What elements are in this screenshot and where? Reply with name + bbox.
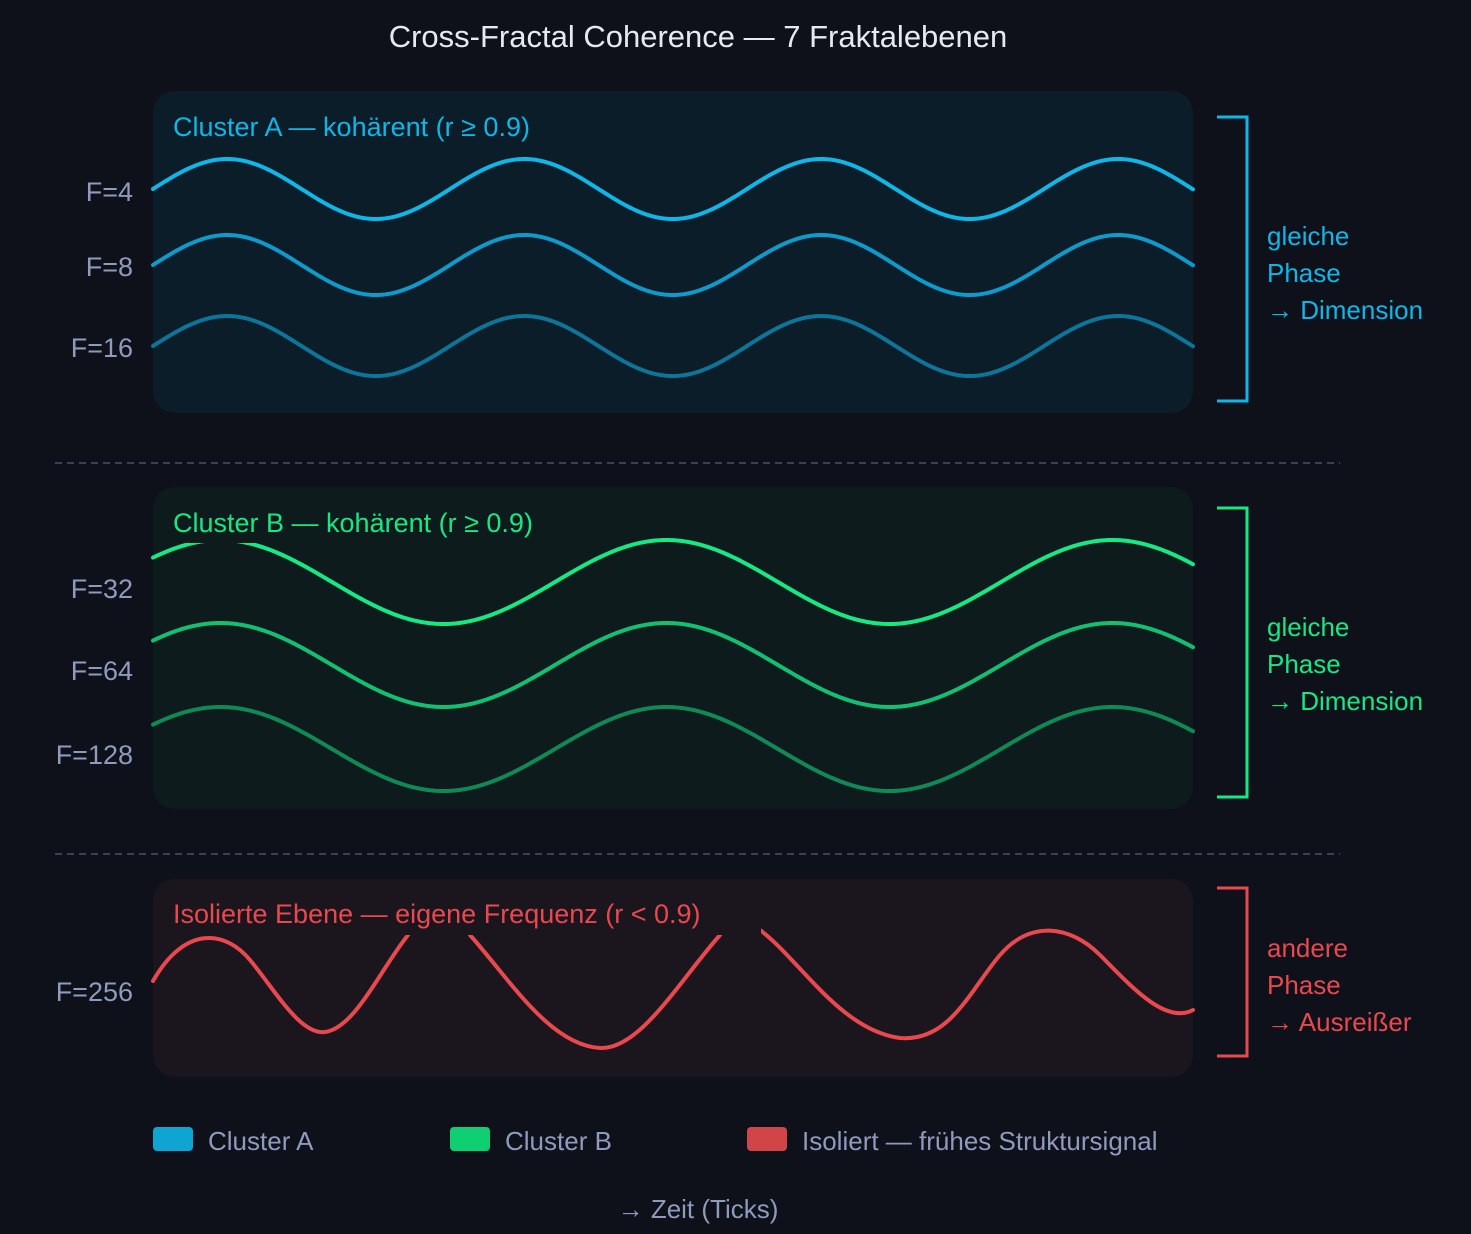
wave-label-f256: F=256 bbox=[56, 977, 133, 1007]
x-axis-label: → Zeit (Ticks) bbox=[618, 1194, 779, 1224]
cluster-b-waves bbox=[151, 537, 1195, 794]
annotation-line: gleiche bbox=[1267, 612, 1349, 642]
wave-labels: F=4 F=8 F=16 F=32 F=64 F=128 F=256 bbox=[56, 177, 133, 1007]
annotation-line: gleiche bbox=[1267, 221, 1349, 251]
legend-label-isolated: Isoliert — frühes Struktursignal bbox=[802, 1126, 1157, 1156]
isolated-bracket bbox=[1217, 886, 1249, 1058]
annotation-line: Phase bbox=[1267, 970, 1341, 1000]
annotation-line: andere bbox=[1267, 933, 1348, 963]
diagram-title: Cross-Fractal Coherence — 7 Fraktalebene… bbox=[389, 19, 1008, 54]
legend-swatch-cluster-b bbox=[450, 1127, 490, 1151]
annotation-line: → Ausreißer bbox=[1267, 1007, 1412, 1037]
wave-label-f16: F=16 bbox=[71, 333, 133, 363]
legend-label-cluster-b: Cluster B bbox=[505, 1126, 612, 1156]
cluster-b-title: Cluster B — kohärent (r ≥ 0.9) bbox=[173, 508, 533, 538]
cluster-b-annotation: gleiche Phase → Dimension bbox=[1267, 612, 1423, 716]
title-mask bbox=[165, 103, 577, 147]
cluster-b-bracket bbox=[1217, 506, 1249, 799]
isolated-title: Isolierte Ebene — eigene Frequenz (r < 0… bbox=[173, 899, 701, 929]
wave-f64 bbox=[151, 620, 1195, 710]
cluster-a-waves bbox=[151, 156, 1195, 379]
cluster-a-annotation: gleiche Phase → Dimension bbox=[1267, 221, 1423, 325]
wave-label-f64: F=64 bbox=[71, 656, 133, 686]
legend-swatch-isolated bbox=[747, 1127, 787, 1151]
annotation-line: → Dimension bbox=[1267, 295, 1423, 325]
wave-label-f32: F=32 bbox=[71, 574, 133, 604]
wave-f32 bbox=[151, 537, 1195, 627]
cluster-a-bracket bbox=[1217, 115, 1249, 403]
annotation-line: → Dimension bbox=[1267, 686, 1423, 716]
cluster-a-panel bbox=[153, 91, 1193, 413]
wave-label-f128: F=128 bbox=[56, 740, 133, 770]
legend-label-cluster-a: Cluster A bbox=[208, 1126, 314, 1156]
cluster-b-panel bbox=[153, 487, 1193, 809]
legend-swatch-cluster-a bbox=[153, 1127, 193, 1151]
wave-label-f8: F=8 bbox=[86, 252, 133, 282]
wave-f16 bbox=[151, 313, 1195, 379]
wave-f8 bbox=[151, 232, 1195, 298]
legend: Cluster A Cluster B Isoliert — frühes St… bbox=[153, 1126, 1157, 1156]
wave-f128 bbox=[151, 704, 1195, 794]
isolated-annotation: andere Phase → Ausreißer bbox=[1267, 933, 1412, 1037]
title-mask bbox=[165, 893, 761, 935]
title-mask bbox=[165, 499, 581, 543]
wave-f4 bbox=[151, 156, 1195, 222]
isolated-wave-f256 bbox=[151, 928, 1195, 1051]
annotation-line: Phase bbox=[1267, 258, 1341, 288]
annotation-line: Phase bbox=[1267, 649, 1341, 679]
cluster-a-title: Cluster A — kohärent (r ≥ 0.9) bbox=[173, 112, 530, 142]
wave-label-f4: F=4 bbox=[86, 177, 133, 207]
